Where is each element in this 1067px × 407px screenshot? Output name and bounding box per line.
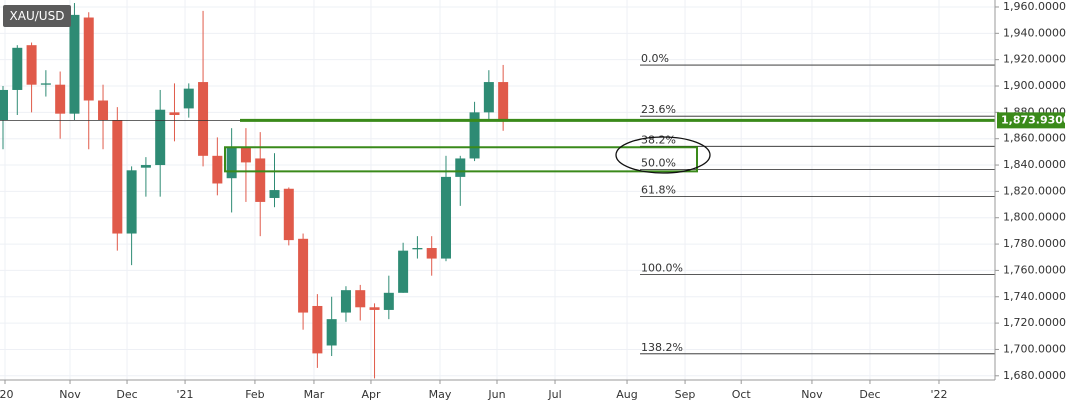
candle-body: [426, 248, 437, 259]
candle-body: [169, 112, 180, 115]
x-tick-label: Jul: [547, 388, 561, 401]
candle-body: [69, 14, 80, 114]
highlight-ellipse: [615, 136, 711, 174]
fib-label: 23.6%: [641, 103, 676, 116]
x-tick-label: Dec: [116, 388, 137, 401]
fib-label: 0.0%: [641, 52, 669, 65]
candle-body: [298, 238, 309, 313]
price-tag: [997, 112, 1065, 129]
symbol-box: [3, 5, 71, 27]
candle-body: [212, 155, 223, 184]
fib-label: 50.0%: [641, 156, 676, 169]
candle-body: [369, 307, 380, 310]
y-tick-label: 1,700.0000: [1003, 342, 1066, 355]
y-tick-label: 1,820.0000: [1003, 184, 1066, 197]
candle-body: [412, 248, 423, 250]
marks: [0, 3, 509, 379]
x-tick-label: Dec: [859, 388, 880, 401]
x-tick-label: Nov: [59, 388, 81, 401]
candle-body: [255, 158, 266, 202]
candle-body: [83, 17, 94, 101]
y-tick-label: 1,940.0000: [1003, 26, 1066, 39]
candle-body: [126, 170, 137, 234]
candle-body: [0, 89, 9, 121]
x-tick-label: Aug: [616, 388, 637, 401]
x-tick-label: '20: [0, 388, 14, 401]
candle-body: [498, 82, 509, 122]
y-tick-label: 1,860.0000: [1003, 132, 1066, 145]
y-tick-label: 1,900.0000: [1003, 79, 1066, 92]
candle-body: [283, 188, 294, 241]
candle-body: [98, 100, 109, 121]
candle-body: [183, 88, 194, 109]
y-tick-label: 1,760.0000: [1003, 263, 1066, 276]
candle-body: [355, 290, 366, 308]
x-tick-label: '22: [930, 388, 947, 401]
fib-label: 61.8%: [641, 183, 676, 196]
symbol: XAU/USD: [10, 9, 65, 23]
candle-body: [55, 84, 66, 114]
candle-body: [455, 158, 466, 177]
candle-body: [26, 45, 37, 85]
x-tick-label: Oct: [732, 388, 752, 401]
x-tick-label: Apr: [361, 388, 381, 401]
y-tick-label: 1,800.0000: [1003, 211, 1066, 224]
y-tick-label: 1,740.0000: [1003, 290, 1066, 303]
candle-body: [240, 147, 251, 163]
candle-body: [155, 109, 166, 166]
candle-body: [469, 112, 480, 159]
y-tick-label: 1,840.0000: [1003, 158, 1066, 171]
candle-body: [40, 83, 51, 85]
x-tick-label: '21: [177, 388, 194, 401]
y-tick-label: 1,920.0000: [1003, 53, 1066, 66]
candle-body: [226, 147, 237, 179]
x-tick-label: Mar: [304, 388, 325, 401]
candle-body: [269, 190, 280, 198]
drawings: 0.0% 23.6% 38.2% 50.0% 61.8% 100.0% 138.2%: [0, 52, 995, 355]
candle-body: [340, 290, 351, 313]
fib-label: 100.0%: [641, 261, 683, 274]
x-tick-label: Sep: [675, 388, 696, 401]
candle-body: [140, 165, 151, 168]
x-tick-label: Jun: [487, 388, 505, 401]
y-tick-label: 1,680.0000: [1003, 369, 1066, 382]
zone: [224, 146, 698, 173]
x-tick-label: Feb: [245, 388, 264, 401]
candle-body: [198, 82, 209, 156]
x-tick-label: May: [429, 388, 452, 401]
candle-body: [326, 319, 337, 346]
candle-body: [12, 47, 23, 90]
x-tick-label: Nov: [801, 388, 823, 401]
candle-body: [312, 305, 323, 354]
y-tick-label: 1,960.0000: [1003, 0, 1066, 13]
fib-label: 38.2%: [641, 133, 676, 146]
price-tag-label: 1,873.9300: [1001, 113, 1067, 126]
candle-body: [112, 120, 123, 234]
candle-body: [398, 250, 409, 293]
fib-label: 138.2%: [641, 341, 683, 354]
y-tick-label: 1,720.0000: [1003, 316, 1066, 329]
candle-body: [440, 176, 451, 259]
y-tick-label: 1,780.0000: [1003, 237, 1066, 250]
candle-body: [483, 82, 494, 113]
candle-body: [383, 292, 394, 310]
